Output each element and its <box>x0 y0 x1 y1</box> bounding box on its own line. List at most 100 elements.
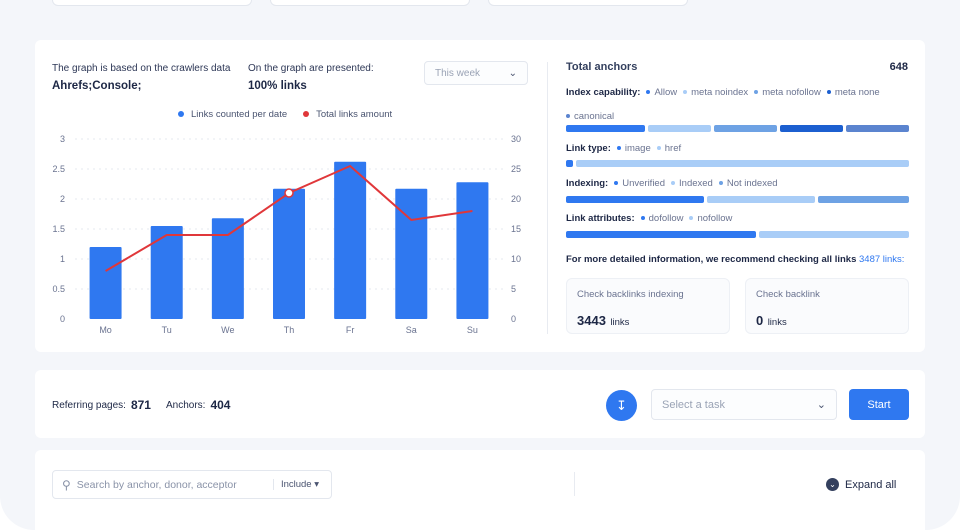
x-tick-label: Mo <box>99 325 112 335</box>
bar-segment <box>714 125 778 132</box>
recommend-text-body: For more detailed information, we recomm… <box>566 254 857 265</box>
right-tick-label: 25 <box>511 164 521 174</box>
check-backlink-card[interactable]: Check backlink 0 links <box>745 278 909 334</box>
bar-segment <box>566 160 573 167</box>
link-type-bar <box>566 160 909 167</box>
right-tick-label: 20 <box>511 194 521 204</box>
divider <box>547 62 548 334</box>
bar-segment <box>566 125 646 132</box>
bar-segment <box>566 231 757 238</box>
presented-value: 100% links <box>248 80 307 92</box>
all-links-link[interactable]: 3487 links: <box>859 254 905 265</box>
line-point <box>284 188 294 198</box>
bar-segment <box>566 196 705 203</box>
right-tick-label: 0 <box>511 314 516 324</box>
period-select[interactable]: This week ⌄ <box>424 61 528 85</box>
x-tick-label: Su <box>467 325 478 335</box>
index-capability-bar <box>566 125 909 132</box>
legend-item: Unverified <box>614 175 665 193</box>
task-select-placeholder: Select a task <box>662 398 725 411</box>
check-indexing-unit: links <box>610 317 630 328</box>
include-label: Include <box>280 479 312 490</box>
include-select[interactable]: Include ▾ <box>272 479 331 490</box>
bar-segment <box>575 160 909 167</box>
chart-legend: Links counted per date Total links amoun… <box>178 109 392 120</box>
left-tick-label: 0 <box>60 314 65 324</box>
legend-item: meta none <box>827 84 880 102</box>
search-box: ⚲ Search by anchor, donor, acceptor Incl… <box>52 470 332 499</box>
left-tick-label: 2 <box>60 194 65 204</box>
bar-segment <box>780 125 844 132</box>
anchors-total: 648 <box>889 61 908 73</box>
anchors-title: Total anchors <box>566 61 638 73</box>
source-value: Ahrefs;Console; <box>52 80 142 92</box>
expand-all-button[interactable]: ⌄ Expand all <box>826 478 896 491</box>
left-tick-label: 1.5 <box>52 224 65 234</box>
bar <box>395 188 428 319</box>
bar <box>334 161 367 319</box>
legend-item: nofollow <box>689 210 732 228</box>
check-indexing-value: 3443 <box>577 313 606 328</box>
left-tick-label: 1 <box>60 254 65 264</box>
recommend-text: For more detailed information, we recomm… <box>566 254 904 265</box>
index-capability-label: Index capability: <box>566 87 641 98</box>
check-backlink-label: Check backlink <box>756 289 820 300</box>
x-tick-label: Tu <box>162 325 172 335</box>
search-input[interactable]: Search by anchor, donor, acceptor <box>76 478 237 491</box>
link-attributes-bar <box>566 231 909 238</box>
bar <box>89 247 122 319</box>
summary-stats: Referring pages: 871 Anchors: 404 <box>52 398 230 412</box>
legend-item: href <box>657 140 681 158</box>
bar-segment <box>707 196 816 203</box>
x-tick-label: Fr <box>346 325 355 335</box>
period-select-value: This week <box>435 67 481 79</box>
right-tick-label: 10 <box>511 254 521 264</box>
right-tick-label: 5 <box>511 284 516 294</box>
left-tick-label: 0.5 <box>52 284 65 294</box>
bar <box>150 226 183 319</box>
chevron-down-icon: ⌄ <box>508 67 517 79</box>
indexing-label: Indexing: <box>566 178 609 189</box>
bar-segment <box>846 125 909 132</box>
legend-item: Allow <box>646 84 677 102</box>
task-select[interactable]: Select a task ⌄ <box>651 389 837 420</box>
presented-label: On the graph are presented: <box>248 63 374 74</box>
check-indexing-card[interactable]: Check backlinks indexing 3443 links <box>566 278 730 334</box>
indexing-bar <box>566 196 909 203</box>
anchors-value: 404 <box>210 398 231 412</box>
link-type-label: Link type: <box>566 143 611 154</box>
legend-item: dofollow <box>641 210 684 228</box>
legend-item: Indexed <box>671 175 713 193</box>
expand-all-label: Expand all <box>845 478 897 491</box>
legend-line: Total links amount <box>303 109 392 120</box>
bar <box>456 182 489 319</box>
link-type-legend: Link type: image href <box>566 140 911 158</box>
right-tick-label: 30 <box>511 134 521 144</box>
check-backlink-value: 0 <box>756 313 764 328</box>
chevron-down-icon: ⌄ <box>826 478 839 491</box>
legend-line-label: Total links amount <box>316 109 393 120</box>
left-tick-label: 3 <box>60 134 65 144</box>
legend-item: canonical <box>566 108 614 126</box>
search-icon: ⚲ <box>62 477 71 492</box>
anchors-label: Anchors: <box>165 399 206 411</box>
legend-item: meta noindex <box>683 84 748 102</box>
indexing-legend: Indexing: Unverified Indexed Not indexed <box>566 175 911 193</box>
legend-dot-icon <box>303 111 310 118</box>
source-label: The graph is based on the crawlers data <box>52 63 231 74</box>
bar-segment <box>818 196 909 203</box>
x-tick-label: Sa <box>406 325 417 335</box>
legend-bars-label: Links counted per date <box>191 109 288 120</box>
link-attributes-label: Link attributes: <box>566 213 635 224</box>
download-icon[interactable]: ↧ <box>606 390 637 421</box>
links-table-card <box>35 450 925 530</box>
chevron-down-icon: ⌄ <box>816 399 826 411</box>
bar <box>273 188 305 319</box>
x-tick-label: We <box>221 325 234 335</box>
legend-item: Not indexed <box>719 175 778 193</box>
divider <box>574 472 575 496</box>
right-tick-label: 15 <box>511 224 521 234</box>
start-button[interactable]: Start <box>849 389 909 420</box>
